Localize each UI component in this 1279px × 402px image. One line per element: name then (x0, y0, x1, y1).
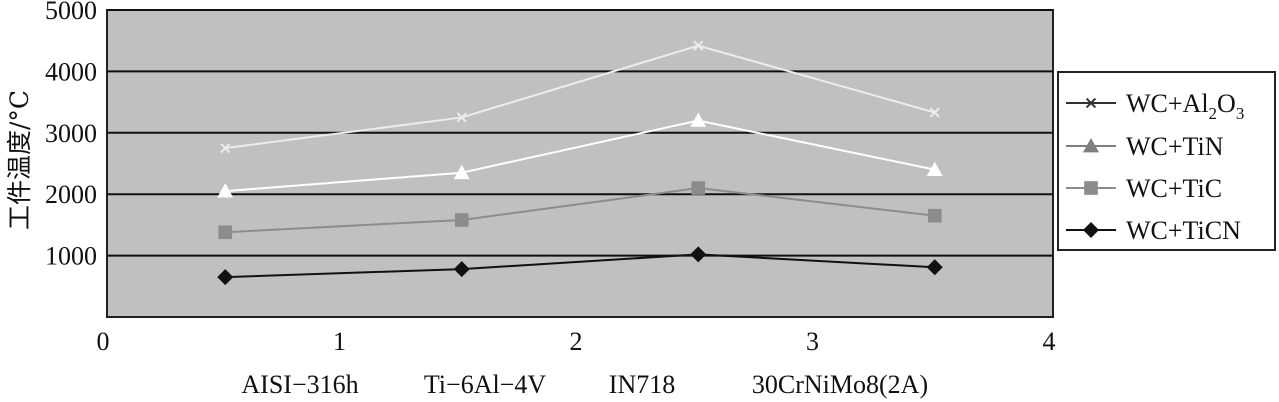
data-point (926, 161, 943, 177)
series-1 (217, 112, 943, 198)
legend-label: WC+TiCN (1126, 216, 1241, 245)
series-line (225, 44, 936, 150)
series-line (225, 119, 935, 193)
data-point (456, 112, 467, 123)
data-point (927, 208, 942, 223)
x-tick-label: 4 (1043, 327, 1056, 356)
legend: WC+Al2O3 WC+TiN WC+TiC WC+TiCN (1057, 71, 1276, 251)
series-group (217, 40, 943, 286)
legend-label: WC+Al2O3 (1126, 89, 1244, 123)
data-point (1083, 222, 1099, 238)
data-point (691, 181, 706, 195)
legend-item: WC+TiCN (1066, 216, 1241, 245)
data-point (1085, 97, 1097, 109)
x-axis-ticks: 0 1 2 3 4 (97, 327, 1056, 356)
series-3 (217, 246, 943, 286)
data-point (453, 164, 470, 180)
category-labels: AISI−316h Ti−6Al−4V IN718 30CrNiMo8(2A) (241, 370, 928, 399)
data-point (454, 213, 469, 227)
category-label: AISI−316h (241, 370, 358, 399)
legend-label: WC+TiC (1126, 174, 1222, 203)
series-2 (218, 181, 942, 240)
gridlines (107, 9, 1053, 257)
y-tick-label: 2000 (45, 180, 97, 209)
data-point (220, 143, 231, 154)
data-point (218, 225, 233, 240)
data-point (453, 261, 470, 278)
plot-area (106, 9, 1054, 318)
category-label: 30CrNiMo8(2A) (752, 370, 928, 399)
data-point (929, 107, 940, 118)
y-tick-label: 5000 (45, 0, 97, 25)
x-tick-label: 1 (333, 327, 346, 356)
series-0 (220, 40, 940, 154)
y-tick-label: 4000 (45, 57, 97, 86)
data-point (690, 112, 707, 127)
y-axis-title: 工件温度/°C (5, 90, 34, 230)
legend-box (1057, 71, 1276, 251)
legend-label: WC+TiN (1126, 132, 1224, 161)
series-line (225, 253, 935, 279)
y-axis-ticks: 1000 2000 3000 4000 5000 (45, 0, 97, 271)
data-point (1083, 138, 1099, 153)
legend-item: WC+TiC (1066, 174, 1222, 203)
series-line (225, 187, 935, 234)
data-point (690, 246, 707, 263)
data-point (1084, 181, 1098, 195)
y-tick-label: 1000 (45, 242, 97, 271)
x-tick-label: 3 (806, 327, 819, 356)
x-tick-label: 0 (97, 327, 110, 356)
x-tick-label: 2 (570, 327, 583, 356)
data-point (217, 269, 234, 286)
legend-item: WC+TiN (1066, 132, 1224, 161)
data-point (693, 40, 704, 51)
data-point (217, 183, 234, 198)
legend-item: WC+Al2O3 (1066, 89, 1244, 123)
data-point (926, 259, 943, 276)
category-label: IN718 (609, 370, 675, 399)
category-label: Ti−6Al−4V (424, 370, 547, 399)
y-tick-label: 3000 (45, 119, 97, 148)
